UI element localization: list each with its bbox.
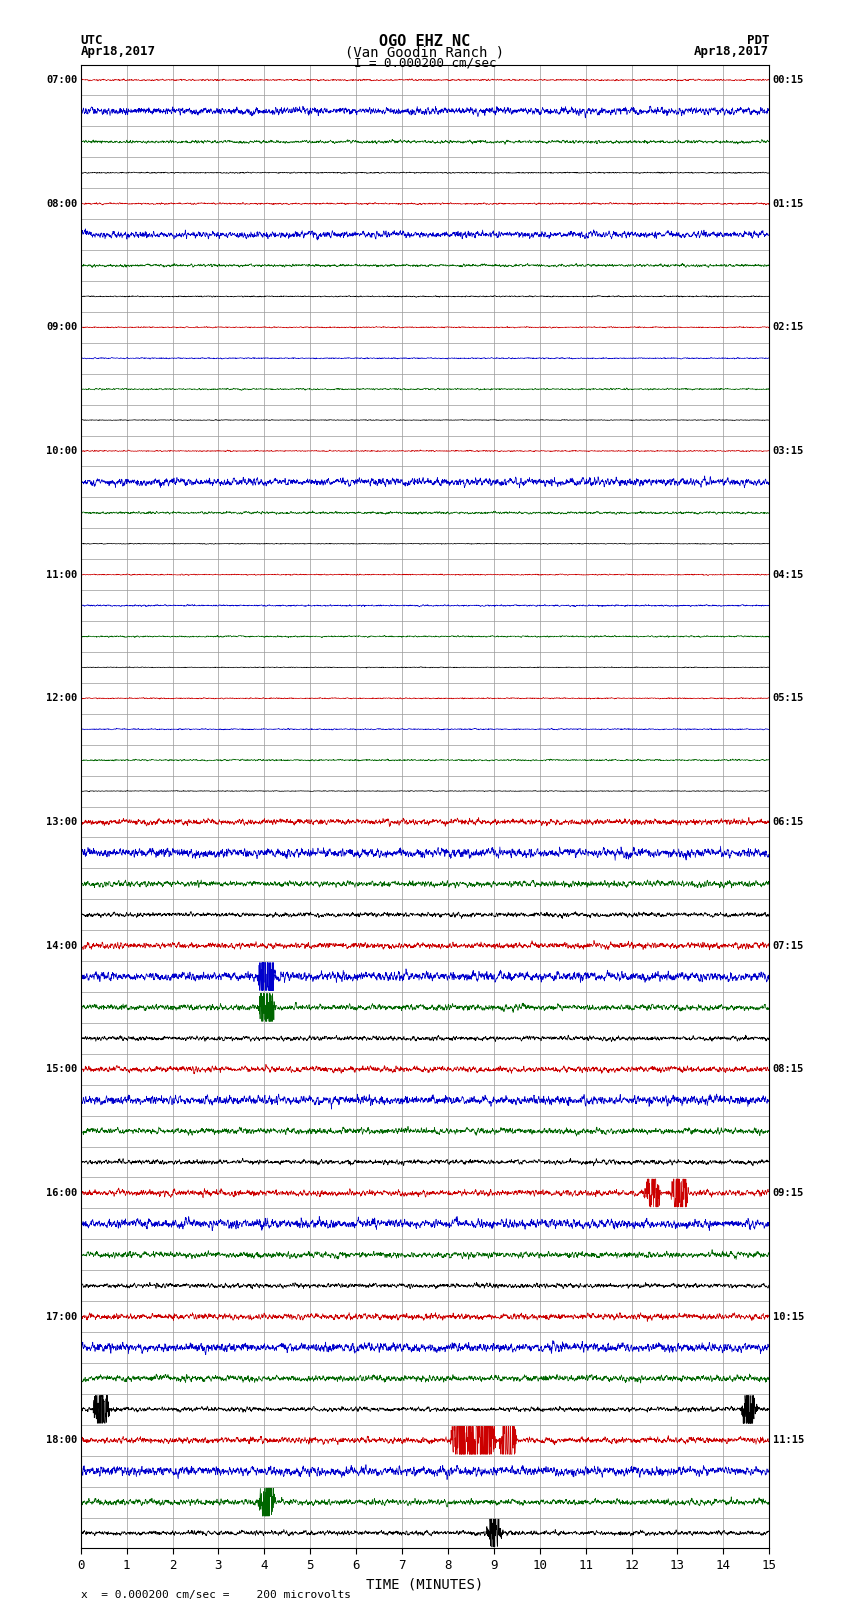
Text: 08:15: 08:15 <box>773 1065 804 1074</box>
Text: 12:00: 12:00 <box>46 694 77 703</box>
Text: 02:15: 02:15 <box>773 323 804 332</box>
Text: Apr18,2017: Apr18,2017 <box>81 45 156 58</box>
Text: 11:00: 11:00 <box>46 569 77 579</box>
Text: OGO EHZ NC: OGO EHZ NC <box>379 34 471 48</box>
Text: 01:15: 01:15 <box>773 198 804 208</box>
Text: 16:00: 16:00 <box>46 1187 77 1198</box>
Text: 10:00: 10:00 <box>46 445 77 456</box>
Text: 14:00: 14:00 <box>46 940 77 950</box>
Text: 04:15: 04:15 <box>773 569 804 579</box>
Text: 08:00: 08:00 <box>46 198 77 208</box>
Text: 17:00: 17:00 <box>46 1311 77 1321</box>
Text: 13:00: 13:00 <box>46 816 77 827</box>
Text: 09:15: 09:15 <box>773 1187 804 1198</box>
Text: 05:15: 05:15 <box>773 694 804 703</box>
Text: PDT: PDT <box>747 34 769 47</box>
Text: 03:15: 03:15 <box>773 445 804 456</box>
Text: UTC: UTC <box>81 34 103 47</box>
Text: Apr18,2017: Apr18,2017 <box>694 45 769 58</box>
Text: 11:15: 11:15 <box>773 1436 804 1445</box>
Text: I = 0.000200 cm/sec: I = 0.000200 cm/sec <box>354 56 496 69</box>
Text: 07:15: 07:15 <box>773 940 804 950</box>
Text: 00:15: 00:15 <box>773 74 804 85</box>
Text: 18:00: 18:00 <box>46 1436 77 1445</box>
Text: 15:00: 15:00 <box>46 1065 77 1074</box>
Text: x  = 0.000200 cm/sec =    200 microvolts: x = 0.000200 cm/sec = 200 microvolts <box>81 1590 351 1600</box>
Text: 10:15: 10:15 <box>773 1311 804 1321</box>
X-axis label: TIME (MINUTES): TIME (MINUTES) <box>366 1578 484 1592</box>
Text: 09:00: 09:00 <box>46 323 77 332</box>
Text: 06:15: 06:15 <box>773 816 804 827</box>
Text: 07:00: 07:00 <box>46 74 77 85</box>
Text: (Van Goodin Ranch ): (Van Goodin Ranch ) <box>345 45 505 60</box>
